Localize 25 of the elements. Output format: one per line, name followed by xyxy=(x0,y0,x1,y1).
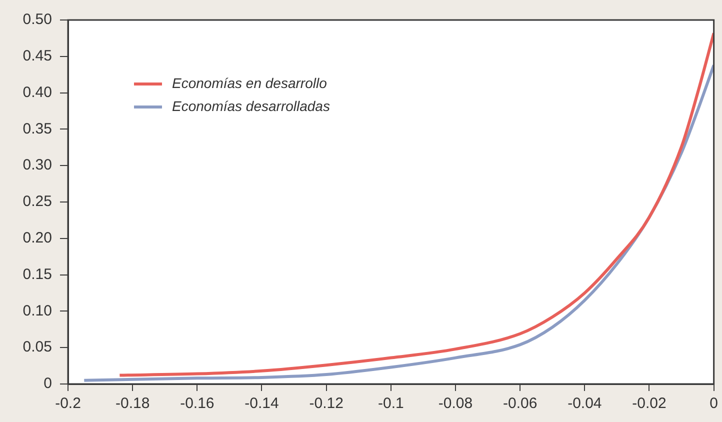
x-tick-label: -0.02 xyxy=(632,395,666,412)
y-tick-label: 0.25 xyxy=(22,193,52,210)
x-tick-label: -0.2 xyxy=(55,395,81,412)
legend-label: Economías desarrolladas xyxy=(172,98,330,114)
y-tick-label: 0.15 xyxy=(22,266,52,283)
y-tick-label: 0.45 xyxy=(22,48,52,65)
y-tick-label: 0.05 xyxy=(22,338,52,356)
y-tick-label: 0.10 xyxy=(22,302,52,320)
x-tick-label: -0.08 xyxy=(438,395,473,412)
y-tick-label: 0.30 xyxy=(22,156,52,174)
x-tick-label: 0 xyxy=(710,395,718,412)
line-series xyxy=(118,32,714,377)
y-tick-label: 0 xyxy=(44,375,52,392)
x-tick-label: -0.14 xyxy=(244,395,279,412)
x-tick-label: -0.18 xyxy=(115,395,150,412)
x-tick-label: -0.1 xyxy=(378,395,404,412)
x-tick-label: -0.16 xyxy=(180,395,214,412)
x-tick-label: -0.04 xyxy=(568,395,602,412)
x-tick-label: -0.06 xyxy=(502,395,538,412)
y-tick-label: 0.40 xyxy=(22,84,52,101)
y-tick-label: 0.50 xyxy=(22,11,52,28)
x-tick-label: -0.12 xyxy=(309,395,344,412)
y-tick-label: 0.35 xyxy=(22,120,52,138)
y-tick-label: 0.20 xyxy=(22,230,52,247)
legend-label: Economías en desarrollo xyxy=(172,74,328,91)
